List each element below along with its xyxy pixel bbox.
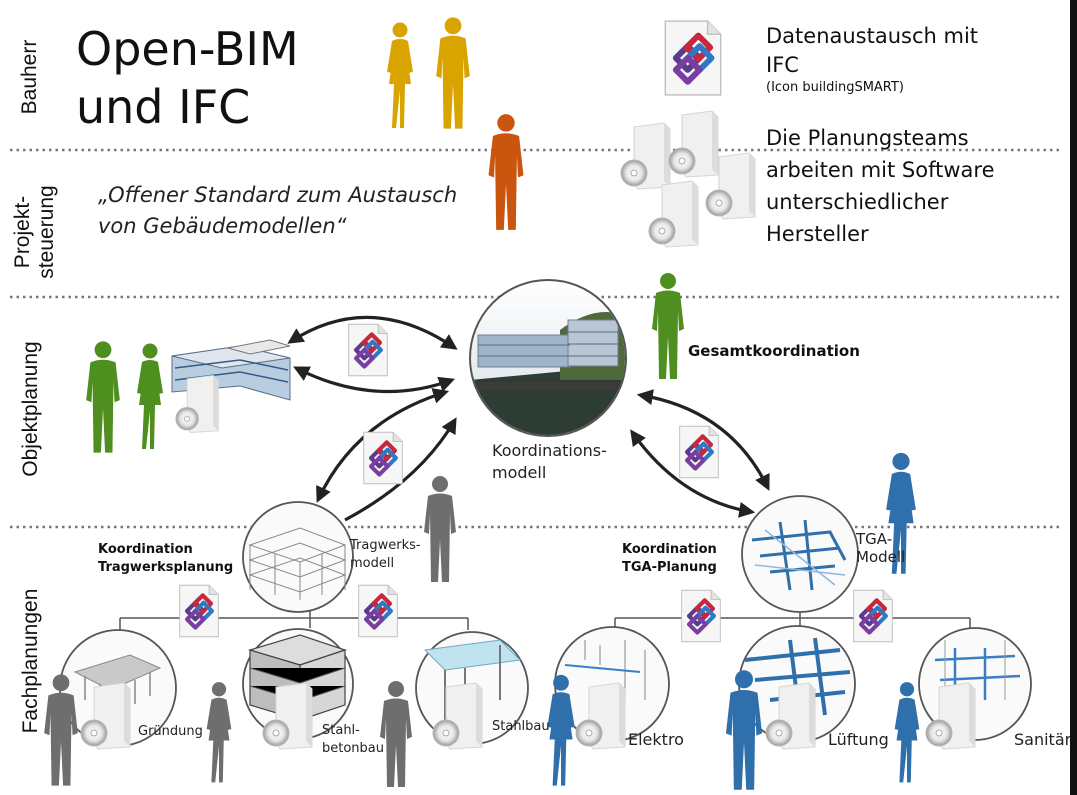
- koordinationsmodell-circle: [469, 279, 627, 437]
- software-note-line: Die Planungsteams: [766, 126, 969, 150]
- software-box-icon: [620, 122, 671, 190]
- software-box-icon: [648, 180, 699, 248]
- arrow-objekt-koord: [287, 315, 458, 350]
- quote-text: „Offener Standard zum Austausch von Gebä…: [98, 180, 457, 242]
- koordination-tga-planung-label: Koordination TGA-Planung: [622, 541, 717, 577]
- ifc-file-icon: [364, 432, 403, 484]
- ifc-file-icon-legend: [665, 21, 720, 95]
- label-line: TGA-Planung: [622, 560, 717, 575]
- exchange-arrows: [287, 315, 770, 522]
- tragwerksmodell-label: Tragwerks- modell: [350, 537, 421, 573]
- sanitaer-label: Sanitär: [1014, 730, 1072, 749]
- label-line: Koordinations-: [492, 441, 607, 460]
- objektplaner-woman-figure: [137, 343, 163, 449]
- arrow-koord-tga: [636, 389, 770, 491]
- arrow-koord-tga-lower: [630, 429, 756, 518]
- ifc-file-icon: [349, 324, 388, 376]
- band-label-projektsteuerung: Projekt-steuerung: [11, 177, 59, 287]
- tga-modell-label: TGA- Modell: [856, 530, 905, 566]
- sanitaer-planer-figure: [894, 682, 920, 783]
- label-line: modell: [350, 556, 395, 571]
- band-label-objektplanung: Objektplanung: [19, 341, 42, 477]
- label-line: Modell: [856, 548, 906, 566]
- band-label-fachplanungen: Fachplanungen: [19, 588, 42, 734]
- tragwerksmodell-circle: [242, 501, 354, 613]
- software-note-line: Hersteller: [766, 222, 869, 246]
- label-line: Tragwerksplanung: [98, 560, 234, 575]
- ifc-note-caption: (Icon buildingSMART): [766, 80, 904, 95]
- gesamtkoordination-label: Gesamtkoordination: [688, 342, 860, 360]
- label-line: TGA-: [856, 530, 893, 548]
- software-note-line: unterschiedlicher: [766, 190, 949, 214]
- koordinationsmodell-label: Koordinations- modell: [492, 440, 607, 484]
- gesamtkoordinator-figure: [652, 273, 684, 379]
- software-box-icon: [668, 110, 719, 178]
- bauherr-woman-figure: [387, 22, 413, 128]
- band-label-line: steuerung: [35, 185, 58, 279]
- band-label-line: Projekt-: [11, 195, 34, 269]
- stahlbetonbau-label: Stahl- betonbau: [322, 722, 384, 758]
- frame-edge: [1070, 0, 1077, 795]
- software-note-line: arbeiten mit Software: [766, 158, 995, 182]
- software-note: Die Planungsteams arbeiten mit Software …: [766, 122, 995, 250]
- objektplaner-man-figure: [86, 341, 120, 453]
- koordination-tragwerksplanung-label: Koordination Tragwerksplanung: [98, 541, 233, 577]
- gruendung-label: Gründung: [138, 724, 203, 739]
- ifc-note-line: IFC: [766, 53, 799, 77]
- label-line: modell: [492, 463, 547, 482]
- label-line: Tragwerks-: [350, 538, 421, 553]
- stahlbau-label: Stahlbau: [492, 719, 550, 734]
- quote-line: „Offener Standard zum Austausch: [98, 183, 458, 207]
- lueftung-label: Lüftung: [828, 730, 889, 749]
- title-line: und IFC: [76, 80, 251, 134]
- label-line: betonbau: [322, 741, 384, 756]
- ifc-note: Datenaustausch mit IFC (Icon buildingSMA…: [766, 22, 978, 96]
- tga-modell-circle: [741, 495, 859, 613]
- ifc-file-icon: [682, 590, 721, 642]
- label-line: Koordination: [622, 542, 717, 557]
- tragwerk-branch: [119, 610, 469, 630]
- ifc-file-icon: [680, 426, 719, 478]
- arrow-tragwerk-koord-2: [344, 417, 457, 522]
- label-line: Koordination: [98, 542, 193, 557]
- projektsteuerer-figure: [488, 114, 524, 230]
- ifc-note-line: Datenaustausch mit: [766, 24, 979, 48]
- tragwerk-koordinator-figure: [424, 476, 456, 582]
- stahlbeton-planer-figure: [206, 682, 232, 783]
- title-line: Open-BIM: [76, 22, 299, 76]
- label-line: Stahl-: [322, 723, 360, 738]
- ifc-file-icon: [359, 585, 398, 637]
- band-label-bauherr: Bauherr: [18, 39, 41, 115]
- ifc-file-icon: [180, 585, 219, 637]
- stahlbau-planer-figure: [380, 681, 412, 787]
- page-title: Open-BIM und IFC: [76, 20, 299, 136]
- elektro-label: Elektro: [628, 730, 684, 749]
- quote-line: von Gebäudemodellen“: [98, 214, 347, 238]
- ifc-file-icon: [854, 590, 893, 642]
- bauherr-man-figure: [436, 17, 470, 129]
